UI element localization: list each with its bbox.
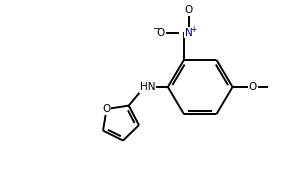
Text: +: +: [191, 25, 197, 34]
Text: HN: HN: [140, 82, 156, 92]
Text: O: O: [103, 104, 111, 114]
Text: O: O: [184, 5, 193, 15]
Text: O: O: [157, 28, 165, 38]
Text: −: −: [152, 23, 160, 32]
Text: N: N: [185, 28, 192, 38]
Text: O: O: [249, 82, 257, 92]
